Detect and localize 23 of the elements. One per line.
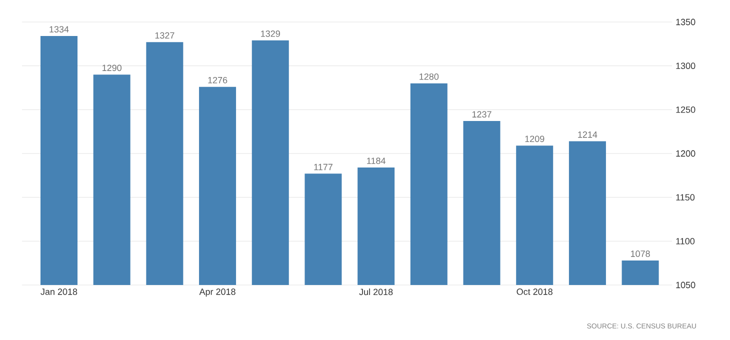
y-tick-label: 1050 <box>676 282 696 288</box>
x-tick-label: Apr 2018 <box>199 288 236 297</box>
data-label: 1184 <box>367 158 386 164</box>
y-tick-label: 1250 <box>676 106 696 113</box>
data-label: 1237 <box>472 111 492 118</box>
x-tick-label: Jan 2018 <box>40 288 78 295</box>
data-label: 1209 <box>525 136 544 142</box>
data-label: 1078 <box>630 250 650 257</box>
y-tick-label: 1100 <box>676 238 695 244</box>
data-label: 1177 <box>314 164 332 170</box>
data-label: 1280 <box>420 73 439 80</box>
data-label: 1214 <box>578 131 598 138</box>
y-tick-label: 1200 <box>676 150 696 157</box>
y-tick-label: 1300 <box>676 62 696 70</box>
data-label: 1327 <box>155 32 174 39</box>
x-tick-label: Jul 2018 <box>359 288 393 296</box>
data-label: 1276 <box>208 76 228 84</box>
data-label: 1334 <box>50 26 69 32</box>
data-label: 1290 <box>102 64 122 72</box>
y-tick-label: 1350 <box>676 18 696 26</box>
data-label: 1329 <box>261 30 280 37</box>
y-tick-label: 1150 <box>676 194 695 201</box>
x-tick-label: Oct 2018 <box>516 288 552 295</box>
